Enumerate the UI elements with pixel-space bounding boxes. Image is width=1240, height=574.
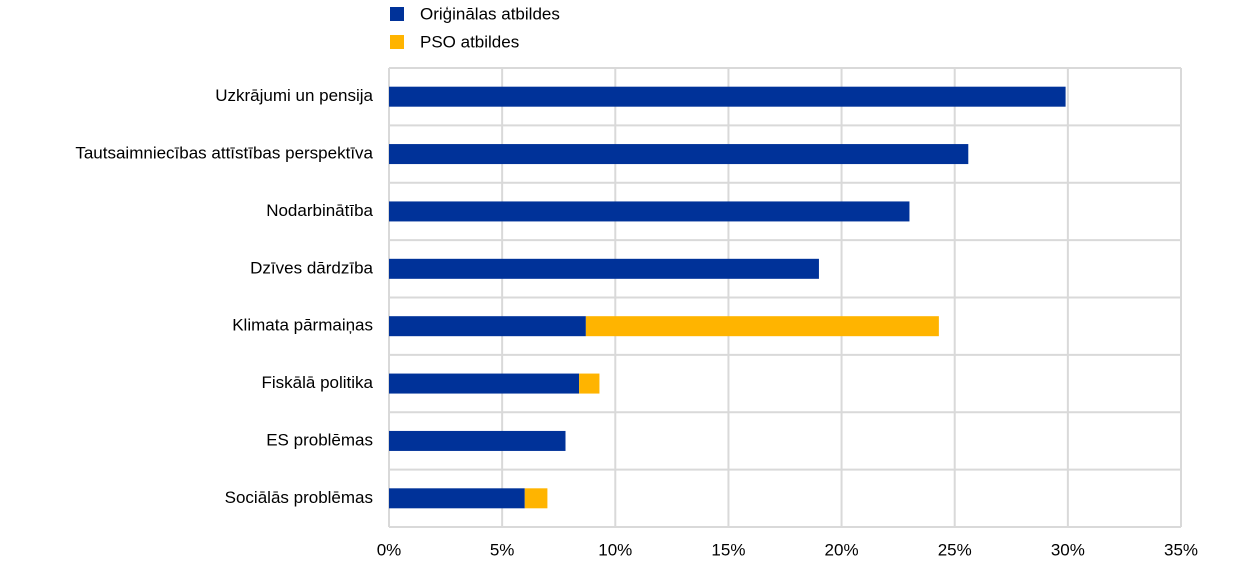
bar — [389, 86, 1066, 107]
bar — [389, 373, 580, 394]
bar — [389, 258, 819, 279]
x-tick-label: 0% — [377, 540, 402, 559]
y-tick-label: Nodarbinātība — [266, 201, 373, 220]
bar — [389, 488, 525, 509]
x-tick-label: 35% — [1164, 540, 1198, 559]
legend-label: Oriģinālas atbildes — [420, 4, 560, 23]
bar — [389, 201, 910, 222]
bar — [389, 316, 586, 337]
x-tick-label: 25% — [938, 540, 972, 559]
x-tick-label: 15% — [711, 540, 745, 559]
y-tick-label: Tautsaimniecības attīstības perspektīva — [75, 144, 373, 163]
y-tick-label: Fiskālā politika — [262, 373, 374, 392]
y-tick-label: Sociālās problēmas — [225, 488, 373, 507]
x-tick-label: 10% — [598, 540, 632, 559]
y-tick-label: Dzīves dārdzība — [250, 258, 373, 277]
legend-label: PSO atbildes — [420, 32, 519, 51]
bar — [524, 488, 548, 509]
y-tick-label: ES problēmas — [266, 430, 373, 449]
x-tick-label: 5% — [490, 540, 515, 559]
legend-swatch — [390, 7, 404, 21]
legend-swatch — [390, 35, 404, 49]
bar — [579, 373, 600, 394]
y-tick-label: Uzkrājumi un pensija — [215, 86, 373, 105]
bar — [585, 316, 939, 337]
bar — [389, 144, 969, 165]
bar — [389, 430, 566, 451]
x-tick-label: 30% — [1051, 540, 1085, 559]
x-tick-label: 20% — [825, 540, 859, 559]
y-tick-label: Klimata pārmaiņas — [232, 316, 373, 335]
